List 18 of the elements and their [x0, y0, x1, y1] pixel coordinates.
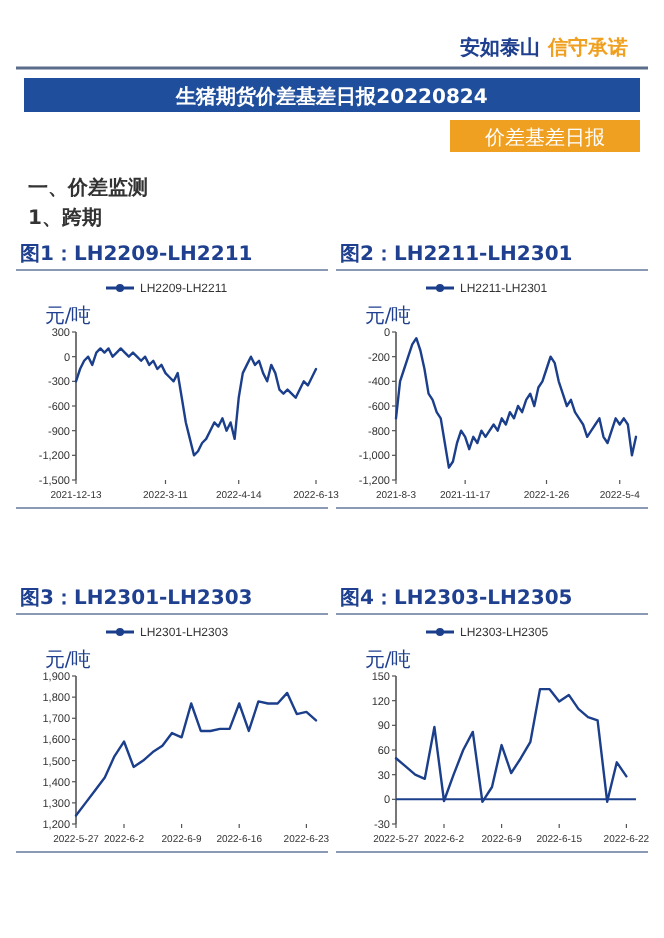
line-series: [394, 687, 628, 803]
text: 安如泰山: [460, 36, 540, 60]
text: 价差基差日报: [483, 126, 605, 150]
y-axis-title: 元/吨: [364, 304, 412, 328]
line-series: [74, 691, 318, 817]
chart-title: 图4：LH2303-LH2305: [340, 588, 573, 610]
chart-title: 图3：LH2301-LH2303: [20, 588, 253, 610]
y-axis-title: 元/吨: [44, 648, 92, 672]
y-axis-title: 元/吨: [364, 648, 412, 672]
line-series: [394, 336, 638, 469]
text: 一、价差监测: [28, 176, 148, 200]
text: 1、跨期: [28, 206, 102, 230]
text: 生猪期货价差基差日报20220824: [174, 85, 488, 109]
chart-title: 图1：LH2209-LH2211: [20, 244, 253, 266]
line-series: [74, 347, 318, 457]
y-axis-title: 元/吨: [44, 304, 92, 328]
chart-title: 图2：LH2211-LH2301: [340, 244, 573, 266]
text: 信守承诺: [546, 36, 628, 60]
